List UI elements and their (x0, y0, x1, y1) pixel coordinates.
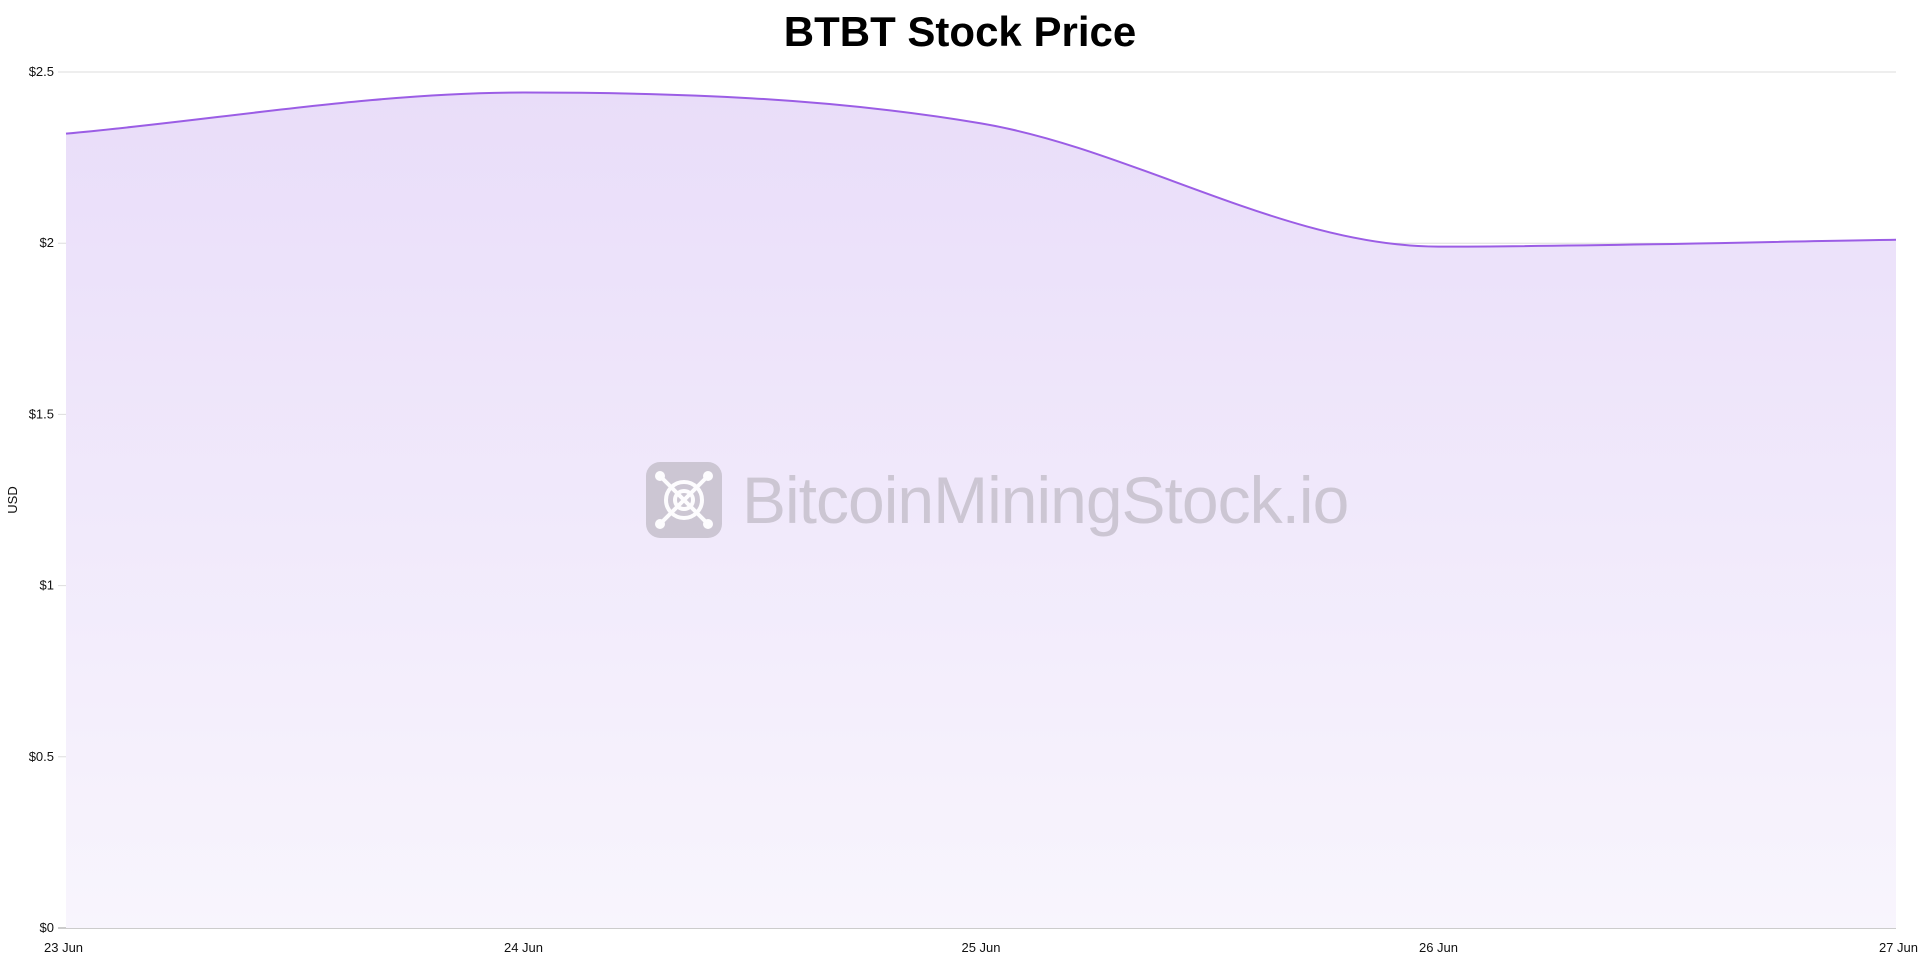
y-tick-label: $2 (40, 235, 54, 250)
watermark-logo-icon (646, 462, 722, 538)
watermark-text: BitcoinMiningStock.io (742, 463, 1349, 537)
y-axis-label: USD (5, 486, 20, 513)
y-tick-label: $1.5 (29, 406, 54, 421)
y-tick-label: $2.5 (29, 64, 54, 79)
price-line (65, 91, 1897, 248)
watermark: BitcoinMiningStock.io (646, 462, 1349, 538)
x-tick-label: 25 Jun (961, 940, 1000, 955)
x-tick-label: 27 Jun (1879, 940, 1918, 955)
price-area-fill (66, 92, 1896, 928)
y-tick-label: $1 (40, 578, 54, 593)
y-tick-label: $0 (40, 920, 54, 935)
x-tick-label: 23 Jun (44, 940, 83, 955)
y-tick-label: $0.5 (29, 749, 54, 764)
x-tick-label: 26 Jun (1419, 940, 1458, 955)
chart-title: BTBT Stock Price (783, 8, 1137, 55)
x-tick-label: 24 Jun (504, 940, 543, 955)
